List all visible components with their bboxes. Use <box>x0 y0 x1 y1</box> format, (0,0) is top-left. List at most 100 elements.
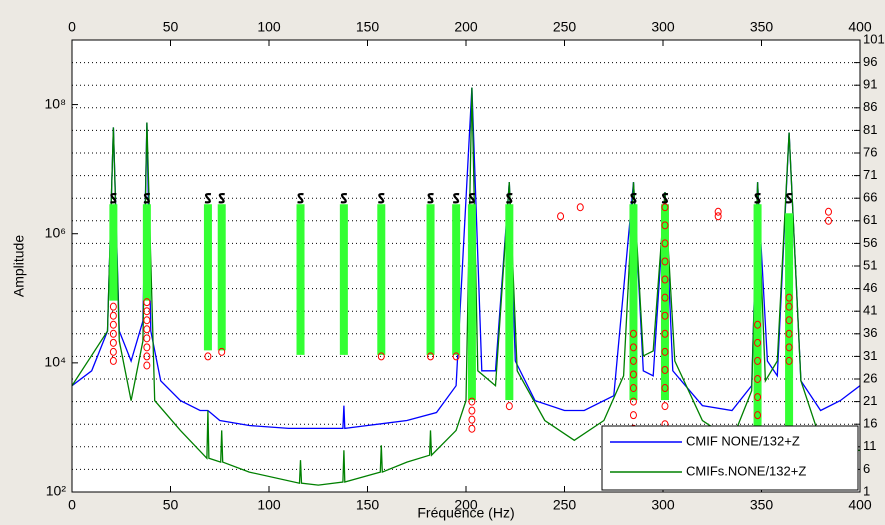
y2-tick-label: 36 <box>863 325 877 340</box>
y2-tick-label: 46 <box>863 280 877 295</box>
y2-tick-label: 61 <box>863 212 877 227</box>
unstable-pole <box>661 402 669 411</box>
y2-tick-label: 66 <box>863 190 877 205</box>
stable-pole <box>378 192 385 204</box>
unstable-pole <box>824 207 832 216</box>
unstable-pole <box>661 384 669 393</box>
stable-pole <box>427 192 434 204</box>
stable-pole <box>218 192 225 204</box>
y2-tick-label: 56 <box>863 235 877 250</box>
unstable-pole <box>109 356 117 365</box>
y-tick-label: 10² <box>46 483 67 499</box>
y2-tick-label: 31 <box>863 348 877 363</box>
stable-frequency-markers <box>377 204 386 355</box>
unstable-pole <box>468 406 476 415</box>
stable-frequency-markers <box>660 204 669 401</box>
unstable-pole <box>714 207 722 216</box>
unstable-pole <box>468 415 476 424</box>
unstable-pole <box>377 352 385 361</box>
legend-box <box>601 425 859 491</box>
unstable-pole <box>754 320 762 329</box>
unstable-pole <box>629 343 637 352</box>
unstable-pole <box>754 411 762 420</box>
y2-tick-label: 21 <box>863 393 877 408</box>
unstable-pole <box>661 311 669 320</box>
unstable-pole <box>468 397 476 406</box>
stable-frequency-markers <box>142 204 151 301</box>
x-tick-label: 300 <box>651 497 675 513</box>
y2-tick-label: 1 <box>863 483 870 498</box>
stable-pole <box>754 192 761 204</box>
stable-pole <box>785 192 793 204</box>
x-tick-label: 50 <box>163 497 179 513</box>
x-top-tick-label: 400 <box>848 19 872 35</box>
y2-tick-label: 91 <box>863 77 877 92</box>
unstable-pole <box>661 293 669 302</box>
unstable-pole <box>785 302 793 311</box>
marks <box>72 87 860 486</box>
x-tick-label: 400 <box>848 497 872 513</box>
x-top-tick-label: 350 <box>750 19 774 35</box>
stable-frequency-markers <box>217 204 226 351</box>
unstable-pole <box>427 352 435 361</box>
x-top-tick-label: 0 <box>68 19 76 35</box>
unstable-pole <box>143 352 151 361</box>
unstable-pole <box>785 356 793 365</box>
x-tick-label: 150 <box>356 497 380 513</box>
y2-tick-label: 11 <box>863 438 877 453</box>
stable-pole <box>661 192 669 204</box>
stable-frequency-markers <box>452 204 461 355</box>
plot-area <box>72 40 860 492</box>
unstable-pole <box>661 239 669 248</box>
unstable-pole <box>452 352 460 361</box>
stable-pole <box>340 192 347 204</box>
stable-pole <box>506 192 513 204</box>
stable-frequency-markers <box>203 204 212 351</box>
x-top-tick-label: 250 <box>553 19 577 35</box>
unstable-pole <box>143 343 151 352</box>
legend: CMIF NONE/132+Z CMIFs.NONE/132+Z <box>601 425 859 491</box>
plot-frame <box>71 39 861 493</box>
y2-tick-label: 76 <box>863 144 877 159</box>
unstable-pole <box>576 203 584 212</box>
unstable-pole <box>661 329 669 338</box>
stable-pole <box>204 192 212 204</box>
stable-frequency-markers <box>505 204 514 401</box>
unstable-pole <box>661 257 669 266</box>
y2-tick-label: 6 <box>863 461 870 476</box>
unstable-pole <box>785 343 793 352</box>
unstable-pole <box>143 307 151 316</box>
x-top-tick-label: 150 <box>356 19 380 35</box>
unstable-pole <box>109 302 117 311</box>
unstable-pole <box>661 347 669 356</box>
unstable-pole <box>143 325 151 334</box>
y-tick-label: 10⁴ <box>44 354 66 370</box>
y-axis-title: Amplitude <box>11 235 27 297</box>
grid <box>72 39 860 493</box>
y2-tick-label: 41 <box>863 303 877 318</box>
axes: 0 0 50 50 100 100 150 150 200 200 250 250 300 300 350 3… <box>44 19 884 513</box>
unstable-pole <box>785 316 793 325</box>
unstable-pole <box>661 275 669 284</box>
unstable-pole <box>754 356 762 365</box>
unstable-pole <box>143 334 151 343</box>
unstable-pole <box>785 329 793 338</box>
unstable-pole <box>629 384 637 393</box>
stable-pole <box>110 192 117 204</box>
unstable-pole <box>109 311 117 320</box>
stable-frequency-markers <box>467 204 476 401</box>
y-tick-label: 10⁶ <box>45 224 66 240</box>
x-top-tick-label: 50 <box>163 19 179 35</box>
unstable-pole <box>824 216 832 225</box>
stable-frequency-markers <box>785 213 794 455</box>
unstable-pole <box>629 411 637 420</box>
stable-pole <box>297 192 304 204</box>
unstable-pole <box>468 424 476 433</box>
y2-tick-label: 86 <box>863 99 877 114</box>
unstable-pole <box>505 402 513 411</box>
y2-tick-label: 81 <box>863 122 877 137</box>
unstable-pole <box>218 347 226 356</box>
stable-frequency-markers <box>753 204 762 455</box>
